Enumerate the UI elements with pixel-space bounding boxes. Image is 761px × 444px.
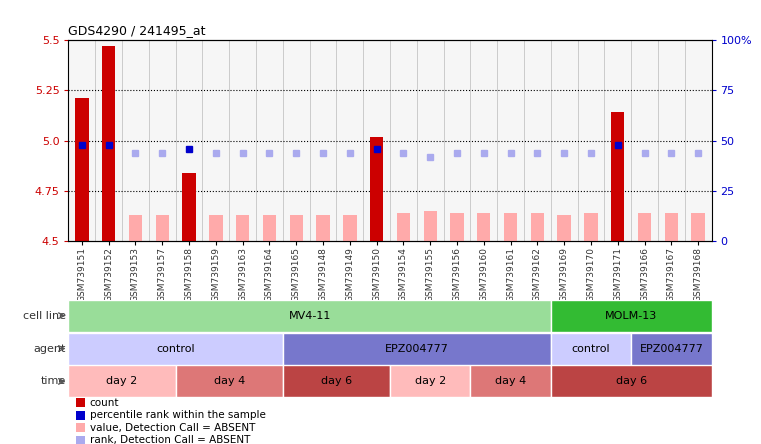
Bar [631, 333, 712, 365]
Text: day 4: day 4 [495, 377, 526, 386]
Text: control: control [572, 344, 610, 353]
Bar [551, 365, 712, 397]
Text: cell line: cell line [23, 311, 65, 321]
Text: day 6: day 6 [321, 377, 352, 386]
Text: MV4-11: MV4-11 [288, 311, 331, 321]
Bar [658, 40, 685, 241]
Bar [283, 365, 390, 397]
Bar [149, 40, 176, 241]
Bar [289, 215, 303, 241]
Bar [417, 40, 444, 241]
Bar [451, 213, 463, 241]
Bar [68, 40, 95, 241]
Bar [551, 333, 631, 365]
Text: day 4: day 4 [214, 377, 245, 386]
Text: day 2: day 2 [107, 377, 138, 386]
Bar [551, 300, 712, 332]
Bar [202, 40, 229, 241]
Text: day 2: day 2 [415, 377, 446, 386]
Bar [396, 213, 410, 241]
Bar [176, 365, 283, 397]
Bar [95, 40, 122, 241]
Bar [477, 213, 491, 241]
Text: control: control [156, 344, 195, 353]
Bar [638, 213, 651, 241]
Text: MOLM-13: MOLM-13 [605, 311, 658, 321]
Bar [343, 215, 356, 241]
Bar [102, 46, 116, 241]
Bar [155, 215, 169, 241]
Bar [370, 136, 384, 241]
Bar [68, 300, 551, 332]
Bar [584, 213, 597, 241]
Text: GDS4290 / 241495_at: GDS4290 / 241495_at [68, 24, 206, 37]
Bar [444, 40, 470, 241]
Bar [685, 40, 712, 241]
Bar [530, 213, 544, 241]
Bar [317, 215, 330, 241]
Bar [558, 215, 571, 241]
Bar [236, 215, 250, 241]
Bar [390, 365, 470, 397]
Bar [390, 40, 417, 241]
Text: count: count [90, 398, 119, 408]
Bar [497, 40, 524, 241]
Bar [263, 215, 276, 241]
Bar [336, 40, 363, 241]
Bar [604, 40, 631, 241]
Bar [578, 40, 604, 241]
Text: percentile rank within the sample: percentile rank within the sample [90, 410, 266, 420]
Text: rank, Detection Call = ABSENT: rank, Detection Call = ABSENT [90, 435, 250, 444]
Bar [283, 333, 551, 365]
Text: day 6: day 6 [616, 377, 647, 386]
Bar [551, 40, 578, 241]
Bar [631, 40, 658, 241]
Bar [424, 211, 437, 241]
Bar [283, 40, 310, 241]
Text: agent: agent [33, 344, 65, 353]
Bar [122, 40, 149, 241]
Bar [524, 40, 551, 241]
Bar [504, 213, 517, 241]
Bar [664, 213, 678, 241]
Bar [183, 173, 196, 241]
Bar [68, 333, 283, 365]
Text: EPZ004777: EPZ004777 [385, 344, 449, 353]
Bar [611, 112, 625, 241]
Bar [229, 40, 256, 241]
Bar [129, 215, 142, 241]
Bar [470, 40, 497, 241]
Text: value, Detection Call = ABSENT: value, Detection Call = ABSENT [90, 423, 255, 432]
Bar [470, 365, 551, 397]
Text: time: time [40, 377, 65, 386]
Bar [209, 215, 222, 241]
Bar [75, 98, 88, 241]
Bar [310, 40, 336, 241]
Bar [363, 40, 390, 241]
Bar [692, 213, 705, 241]
Bar [68, 365, 176, 397]
Bar [176, 40, 202, 241]
Text: EPZ004777: EPZ004777 [639, 344, 703, 353]
Bar [256, 40, 283, 241]
